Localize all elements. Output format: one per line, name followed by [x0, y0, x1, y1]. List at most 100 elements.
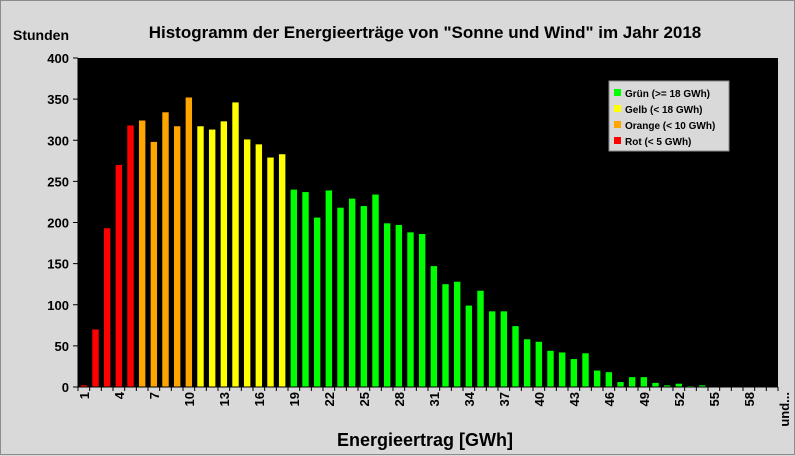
x-tick-label: 10	[182, 392, 197, 406]
histogram-bar	[477, 290, 484, 387]
histogram-bar	[675, 383, 683, 387]
histogram-bar	[383, 223, 391, 387]
histogram-bar	[500, 311, 508, 387]
x-tick-label: 19	[287, 392, 302, 406]
x-tick-label: und...	[777, 392, 792, 427]
histogram-bar	[617, 382, 624, 387]
x-tick-label: 25	[357, 392, 372, 406]
legend-label: Grün (>= 18 GWh)	[625, 89, 710, 100]
histogram-bar	[547, 350, 554, 387]
x-tick-label: 58	[742, 392, 757, 406]
histogram-bar	[360, 206, 368, 387]
histogram-bar	[313, 217, 321, 387]
y-tick-label: 250	[47, 174, 69, 189]
histogram-bar	[430, 266, 438, 387]
x-tick-label: 52	[672, 392, 687, 406]
histogram-bar	[465, 305, 473, 387]
histogram-bar	[208, 129, 216, 387]
legend-label: Gelb (< 18 GWh)	[625, 105, 703, 116]
y-tick-label: 350	[47, 92, 69, 107]
histogram-bar	[92, 329, 99, 387]
x-tick-label: 46	[602, 392, 617, 406]
x-tick-label: 37	[497, 392, 512, 406]
x-tick-label: 34	[462, 391, 477, 406]
histogram-bar	[605, 372, 613, 387]
histogram-bar	[220, 121, 228, 388]
legend-box	[608, 80, 730, 152]
histogram-bar	[278, 154, 286, 387]
histogram-bar	[512, 326, 519, 387]
histogram-bar	[232, 102, 239, 387]
x-tick-label: 13	[217, 392, 232, 406]
legend-label: Orange (< 10 GWh)	[625, 121, 715, 132]
x-tick-label: 31	[427, 392, 442, 406]
histogram-bar	[698, 385, 706, 387]
legend-label: Rot (< 5 GWh)	[625, 137, 691, 148]
histogram-bar	[523, 339, 531, 387]
histogram-bar	[582, 353, 589, 387]
y-tick-label: 50	[55, 339, 69, 354]
histogram-bar	[535, 341, 543, 387]
x-tick-label: 4	[112, 391, 127, 399]
histogram-bar	[570, 359, 578, 387]
x-tick-label: 49	[637, 392, 652, 406]
histogram-bar	[442, 284, 449, 387]
histogram-bar	[150, 141, 158, 387]
y-tick-label: 150	[47, 257, 69, 272]
x-tick-label: 43	[567, 392, 582, 406]
y-tick-label: 200	[47, 216, 69, 231]
histogram-bar	[407, 232, 414, 387]
legend-swatch	[614, 137, 621, 144]
y-axis-title: Stunden	[13, 27, 69, 43]
y-tick-label: 400	[47, 51, 69, 66]
histogram-bar	[652, 382, 659, 387]
y-axis: 0 50 100 150 200 250 300 350 400	[47, 51, 79, 395]
x-axis: 1 4 7 10 13 16 19 22 25 28 31 34 37 40 43 46 49 52 55 58 und…	[77, 386, 792, 427]
histogram-bar	[628, 377, 636, 387]
histogram-bar	[185, 97, 193, 387]
bars	[80, 97, 706, 388]
histogram-bar	[418, 234, 426, 387]
histogram-bar	[173, 126, 181, 387]
histogram-bar	[138, 120, 146, 387]
histogram-bar	[488, 311, 496, 387]
chart-title: Histogramm der Energieerträge von "Sonne…	[149, 23, 702, 42]
histogram-bar	[243, 139, 251, 387]
legend-swatch	[614, 105, 621, 112]
histogram-bar	[103, 228, 111, 387]
x-tick-label: 55	[707, 392, 722, 406]
histogram-bar	[267, 157, 274, 387]
histogram-bar	[197, 126, 204, 387]
x-tick-label: 40	[532, 392, 547, 406]
histogram-bar	[372, 194, 379, 387]
histogram-bar	[593, 370, 601, 387]
histogram-bar	[395, 224, 403, 387]
y-tick-label: 100	[47, 298, 69, 313]
y-tick-label: 300	[47, 133, 69, 148]
histogram-bar	[663, 385, 671, 387]
x-tick-label: 28	[392, 392, 407, 406]
histogram-bar	[290, 189, 298, 387]
legend: Grün (>= 18 GWh) Gelb (< 18 GWh) Orange (<…	[608, 80, 730, 152]
histogram-bar	[255, 144, 263, 387]
histogram-bar	[640, 377, 648, 387]
legend-swatch	[614, 89, 621, 96]
x-axis-title: Energieertrag [GWh]	[337, 430, 513, 450]
histogram-bar	[80, 385, 88, 387]
legend-swatch	[614, 121, 621, 128]
histogram-bar	[337, 207, 344, 387]
x-tick-label: 16	[252, 392, 267, 406]
x-tick-label: 22	[322, 392, 337, 406]
histogram-bar	[453, 281, 461, 387]
histogram-bar	[558, 352, 566, 387]
histogram-bar	[127, 125, 134, 387]
y-tick-label: 0	[62, 380, 69, 395]
histogram-bar	[302, 192, 309, 387]
x-tick-label: 7	[147, 392, 162, 399]
histogram-bar	[325, 190, 333, 387]
x-tick-label: 1	[77, 392, 92, 399]
histogram-bar	[115, 164, 123, 387]
histogram-bar	[162, 112, 169, 387]
